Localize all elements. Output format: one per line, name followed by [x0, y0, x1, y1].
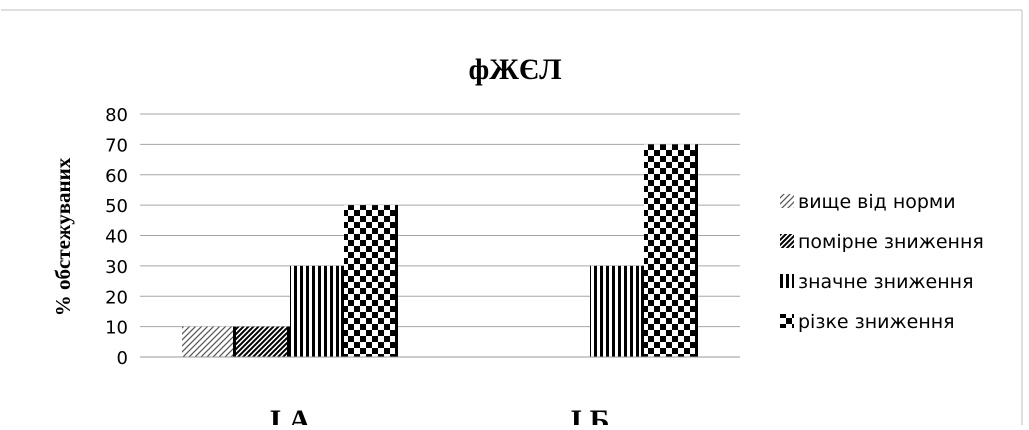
- y-tick-label: 70: [105, 135, 128, 156]
- bar-light-diagonal: [182, 326, 236, 357]
- x-category-label: І А: [270, 404, 311, 425]
- legend-label: вище від норми: [798, 191, 956, 213]
- bar-vertical-stripes: [290, 265, 344, 357]
- y-tick-label: 60: [105, 166, 128, 187]
- legend-label: різке зниження: [798, 311, 955, 333]
- y-tick-label: 40: [105, 227, 128, 248]
- bar-vertical-stripes: [590, 265, 644, 357]
- y-tick-label: 50: [105, 196, 128, 217]
- y-tick-label: 0: [117, 348, 128, 369]
- legend-swatch: [780, 234, 794, 248]
- bar-edge: [287, 326, 290, 357]
- bar-edge: [641, 265, 644, 357]
- legend-swatch: [780, 194, 794, 208]
- legend-swatch: [780, 274, 794, 288]
- bar-checkerboard: [644, 144, 698, 357]
- bar-edge: [341, 265, 344, 357]
- bar-edge: [233, 326, 236, 357]
- y-tick-label: 80: [105, 105, 128, 126]
- y-tick-label: 10: [105, 318, 128, 339]
- y-axis-label: % обстежуваних: [51, 157, 75, 316]
- y-axis-ticks: 0 10 20 30 40 50 60 70 80: [105, 105, 128, 369]
- bar-dark-diagonal: [236, 326, 290, 357]
- chart-title: фЖЄЛ: [468, 53, 561, 86]
- y-tick-label: 20: [105, 287, 128, 308]
- y-tick-label: 30: [105, 257, 128, 278]
- bars: [182, 144, 698, 357]
- bar-edge: [395, 205, 398, 357]
- legend: вище від норми помірне зниження значне зни…: [780, 191, 984, 333]
- bar-edge: [695, 144, 698, 357]
- legend-label: значне зниження: [798, 271, 974, 293]
- legend-swatch: [780, 314, 794, 328]
- legend-label: помірне зниження: [798, 231, 984, 253]
- x-category-label: І Б: [570, 404, 609, 425]
- bar-checkerboard: [344, 205, 398, 357]
